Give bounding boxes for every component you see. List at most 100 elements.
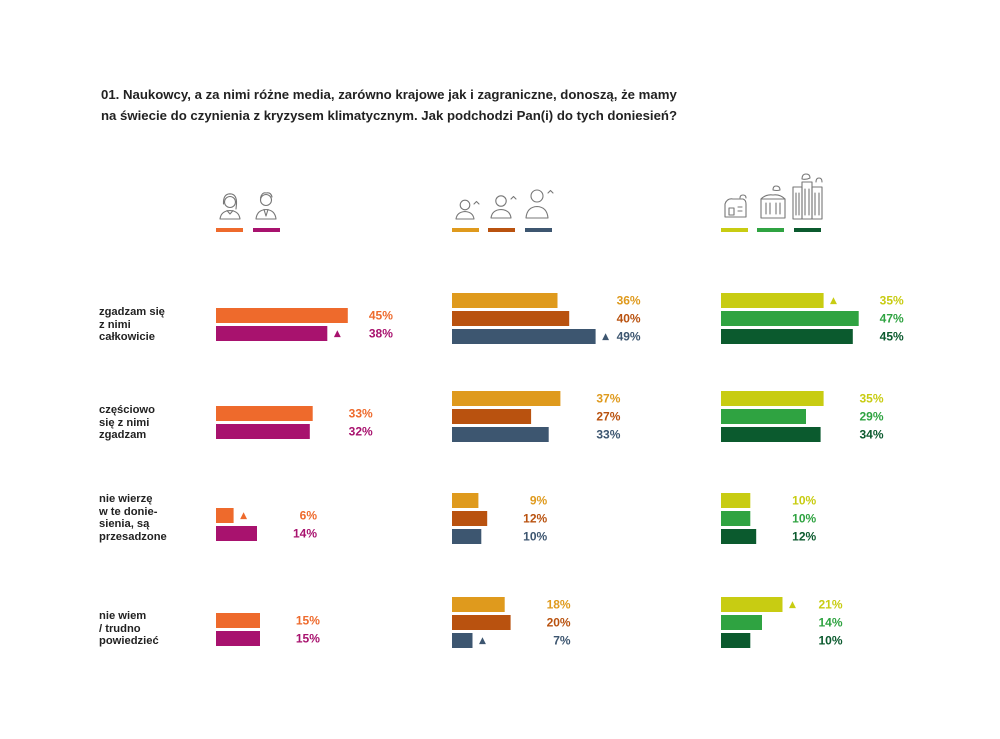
bar	[452, 311, 570, 326]
value-label: 12%	[523, 512, 547, 526]
value-label: 33%	[349, 407, 373, 421]
legend-swatch	[757, 228, 784, 232]
legend-swatch	[452, 228, 479, 232]
bar	[452, 427, 549, 442]
bar	[721, 329, 853, 344]
significance-marker: ▲	[602, 332, 609, 342]
legend-swatch	[721, 228, 748, 232]
bar	[216, 508, 234, 523]
value-label: 18%	[547, 598, 571, 612]
value-label: 33%	[596, 428, 620, 442]
city-icon	[792, 173, 823, 220]
older-person-icon	[525, 189, 554, 219]
row-label-line: w te donie-	[99, 505, 158, 518]
village-icon	[724, 194, 747, 218]
value-label: 27%	[596, 410, 620, 424]
row-label-line: nie wierzę	[99, 493, 153, 505]
value-label: 35%	[880, 294, 904, 308]
row-label-line: częściowo	[99, 404, 155, 416]
row-label-line: nie wiem	[99, 610, 147, 622]
row-label-dont-believe: nie wierzę w te donie- sienia, są przesa…	[99, 493, 179, 543]
row-label-agree-partially: częściowo się z nimi zgadzam	[99, 404, 179, 442]
young-person-icon	[455, 199, 480, 220]
value-label: 10%	[792, 512, 816, 526]
bar	[452, 409, 532, 424]
question-title: 01. Naukowcy, a za nimi różne media, zar…	[101, 84, 701, 126]
bar	[216, 308, 348, 323]
bar	[452, 493, 479, 508]
bar	[721, 633, 751, 648]
value-label: 37%	[596, 392, 620, 406]
bar	[721, 597, 783, 612]
row-label-line: z nimi	[99, 318, 131, 331]
value-label: 49%	[617, 330, 641, 344]
bar	[721, 493, 751, 508]
bar	[216, 613, 260, 628]
value-label: 34%	[859, 428, 883, 442]
significance-marker: ▲	[479, 636, 486, 646]
bar	[721, 293, 824, 308]
legend-swatch	[488, 228, 515, 232]
value-label: 14%	[293, 527, 317, 541]
question-title-line-2: na świecie do czynienia z kryzysem klima…	[101, 108, 678, 123]
value-label: 36%	[617, 294, 641, 308]
value-label: 10%	[818, 634, 842, 648]
bar	[452, 615, 511, 630]
bar	[721, 511, 751, 526]
bar	[216, 326, 328, 341]
middle-aged-person-icon	[490, 195, 517, 219]
row-label-agree-fully: zgadzam się z nimi całkowicie	[99, 306, 179, 344]
value-label: 45%	[880, 330, 904, 344]
value-label: 35%	[859, 392, 883, 406]
value-label: 15%	[296, 632, 320, 646]
row-label-line: powiedzieć	[99, 635, 159, 647]
significance-marker: ▲	[334, 329, 341, 339]
woman-icon	[219, 193, 241, 220]
question-title-line-1: 01. Naukowcy, a za nimi różne media, zar…	[101, 87, 677, 102]
row-label-line: zgadzam	[99, 429, 147, 441]
value-label: 45%	[369, 309, 393, 323]
bar	[452, 511, 488, 526]
man-icon	[255, 192, 277, 220]
row-label-dont-know: nie wiem / trudno powiedzieć	[99, 610, 179, 648]
legend-swatch	[253, 228, 280, 232]
bar	[452, 329, 596, 344]
town-icon	[760, 185, 786, 219]
value-label: 29%	[859, 410, 883, 424]
legend-swatch	[525, 228, 552, 232]
bar	[452, 529, 482, 544]
bar	[721, 409, 806, 424]
row-label-line: / trudno	[99, 622, 141, 635]
value-label: 15%	[296, 614, 320, 628]
value-label: 14%	[818, 616, 842, 630]
value-label: 10%	[523, 530, 547, 544]
bar	[216, 526, 257, 541]
bar	[452, 597, 505, 612]
value-label: 32%	[349, 425, 373, 439]
bar	[216, 406, 313, 421]
value-label: 7%	[553, 634, 571, 648]
value-label: 40%	[617, 312, 641, 326]
row-label-line: całkowicie	[99, 331, 155, 343]
significance-marker: ▲	[830, 296, 837, 306]
significance-marker: ▲	[240, 511, 247, 521]
row-label-line: się z nimi	[99, 416, 150, 429]
row-label-line: sienia, są	[99, 518, 150, 530]
value-label: 21%	[818, 598, 842, 612]
bar	[216, 631, 260, 646]
bar	[452, 391, 561, 406]
bar	[721, 615, 762, 630]
row-label-line: przesadzone	[99, 530, 167, 543]
value-label: 9%	[530, 494, 548, 508]
significance-marker: ▲	[789, 600, 796, 610]
bar	[452, 633, 473, 648]
legend-swatch	[794, 228, 821, 232]
bar	[721, 391, 824, 406]
bar	[721, 427, 821, 442]
value-label: 38%	[369, 327, 393, 341]
value-label: 47%	[880, 312, 904, 326]
value-label: 10%	[792, 494, 816, 508]
value-label: 20%	[547, 616, 571, 630]
bar	[721, 529, 757, 544]
